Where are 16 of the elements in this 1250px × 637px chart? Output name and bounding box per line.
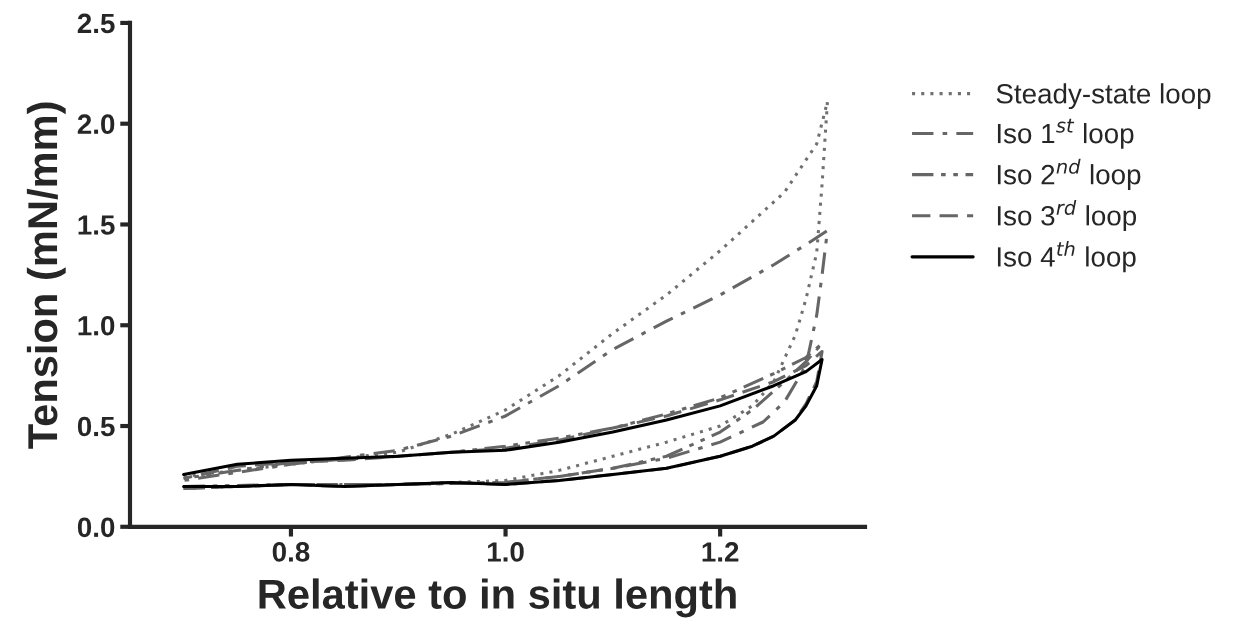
legend-label: Iso 2$^{nd}$ loop: [997, 158, 1141, 190]
y-axis-title: Tension (mN/mm): [26, 102, 66, 449]
y-tick-label: 1.5: [78, 215, 115, 235]
legend-label: Iso 3$^{rd}$ loop: [997, 199, 1137, 232]
y-tick-label: 1.0: [78, 315, 115, 336]
legend-label: Iso 4$^{th}$ loop: [997, 241, 1136, 273]
y-tick-label: 0.5: [77, 416, 115, 437]
legend-label: Iso 1$^{st}$ loop: [997, 118, 1134, 149]
y-tick-label: 2.5: [77, 13, 115, 34]
x-tick-label: 1.2: [702, 542, 739, 562]
legend-label: Steady-state loop: [996, 83, 1211, 110]
x-tick-label: 0.8: [272, 542, 310, 562]
y-tick-label: 0.0: [77, 517, 115, 538]
y-tick-label: 2.0: [77, 114, 115, 135]
x-tick-label: 1.0: [487, 542, 524, 562]
x-axis-title: Relative to in situ length: [259, 578, 736, 618]
